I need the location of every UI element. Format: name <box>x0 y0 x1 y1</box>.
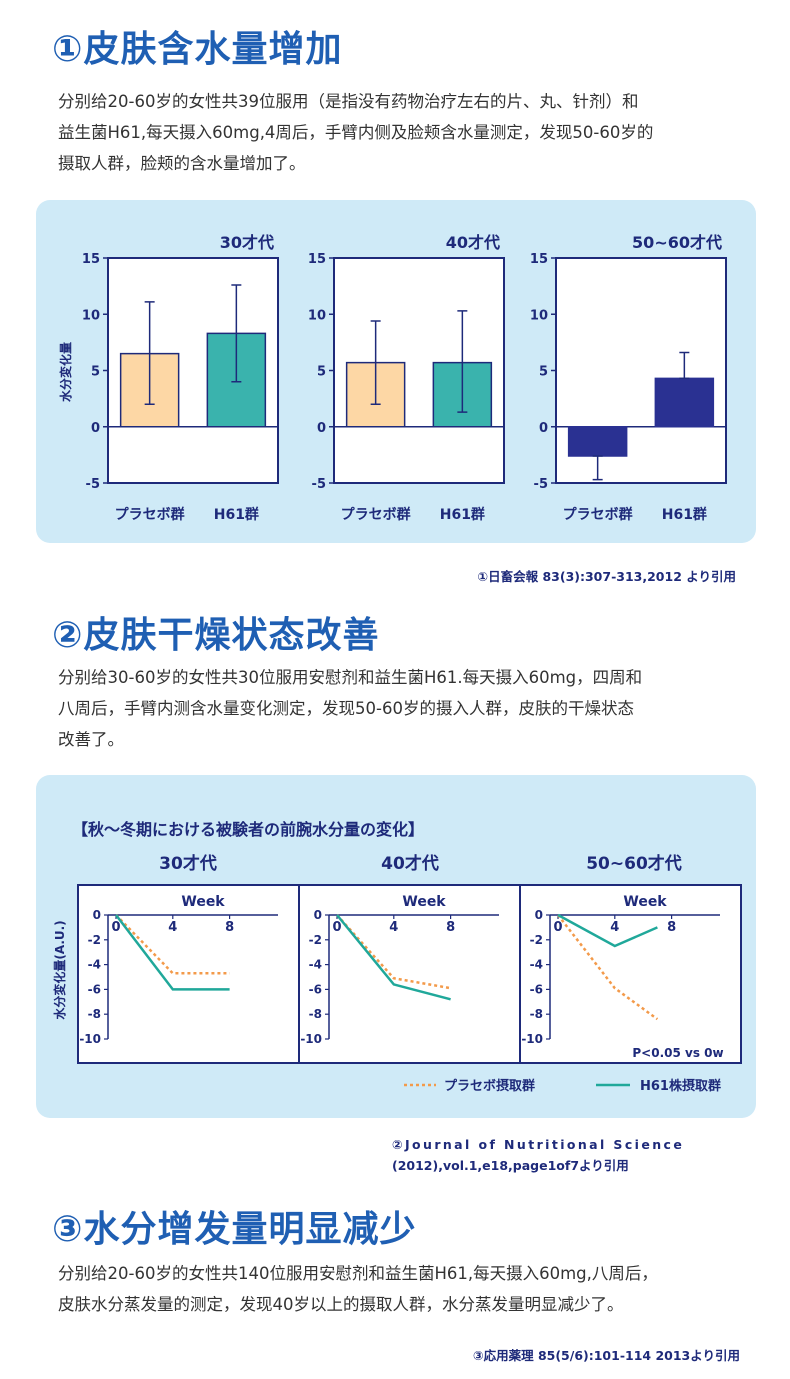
y-tick-label: 15 <box>308 252 326 267</box>
panel-title: 【秋～冬期における被験者の前腕水分量の変化】 <box>72 820 424 839</box>
legend-h61-label: H61株摂取群 <box>640 1078 721 1094</box>
category-label: H61群 <box>662 506 707 523</box>
y-tick-label: 10 <box>82 308 100 323</box>
line-chart-title: 30才代 <box>159 853 217 874</box>
line-chart-panel: 【秋～冬期における被験者の前腕水分量の変化】 30才代 Week 0 -2 -4 -6 -8 -… <box>36 775 756 1118</box>
y-tick-label: 5 <box>317 365 326 380</box>
y-tick-label: -8 <box>88 1007 101 1021</box>
y-tick-label: 0 <box>539 421 548 436</box>
section2-text: 分别给30-60岁的女性共30位服用安慰剂和益生菌H61.每天摄入60mg，四周… <box>58 662 748 755</box>
x-axis-label: Week <box>402 894 446 910</box>
bar-chart-title: 50~60才代 <box>632 233 722 252</box>
y-tick-label: -4 <box>88 958 101 972</box>
y-tick-label: -4 <box>309 958 322 972</box>
y-tick-label: 0 <box>317 421 326 436</box>
category-label: H61群 <box>440 506 485 523</box>
y-tick-label: -2 <box>309 933 322 947</box>
y-tick-label: 10 <box>530 308 548 323</box>
y-tick-label: -6 <box>88 982 101 996</box>
y-tick-label: -2 <box>530 933 543 947</box>
y-tick-label: -5 <box>312 477 326 492</box>
x-tick-label: 4 <box>610 920 619 935</box>
section3-line: 分别给20-60岁的女性共140位服用安慰剂和益生菌H61,每天摄入60mg,八… <box>58 1264 658 1283</box>
y-tick-label: 15 <box>530 252 548 267</box>
x-tick-label: 0 <box>553 920 562 935</box>
y-tick-label: 0 <box>535 908 543 922</box>
y-axis-label: 水分変化量 <box>58 342 73 402</box>
line-charts: 【秋～冬期における被験者の前腕水分量の変化】 30才代 Week 0 -2 -4 -6 -8 -… <box>52 820 742 1094</box>
x-axis-label: Week <box>623 894 667 910</box>
line-chart-title: 40才代 <box>381 853 439 874</box>
x-tick-label: 8 <box>225 920 234 935</box>
placebo-series-line <box>336 914 451 990</box>
y-tick-label: -10 <box>300 1032 322 1046</box>
line-chart-frame <box>519 884 742 1064</box>
bar-chart-title: 30才代 <box>220 233 274 252</box>
section1-title: ①皮肤含水量增加 <box>52 29 343 70</box>
x-tick-label: 0 <box>111 920 120 935</box>
x-tick-label: 4 <box>168 920 177 935</box>
h61-series-line <box>115 914 230 991</box>
y-tick-label: 10 <box>308 308 326 323</box>
section1-text: 分别给20-60岁的女性共39位服用（是指没有药物治疗左右的片、丸、针剂）和 益… <box>58 86 748 179</box>
y-tick-label: -4 <box>530 958 543 972</box>
section2-citation-line2: (2012),vol.1,e18,page1of7より引用 <box>392 1158 629 1173</box>
bar-charts: 30才代 15 10 5 0 -5 プラセボ群 H61群 40才代 15 10 5 0 -5 プラセボ群 H6… <box>58 233 727 523</box>
h61-series-line <box>557 913 658 948</box>
y-tick-label: -5 <box>86 477 100 492</box>
y-tick-label: 15 <box>82 252 100 267</box>
y-tick-label: 5 <box>539 365 548 380</box>
category-label: プラセボ群 <box>341 506 411 523</box>
y-tick-label: -10 <box>79 1032 101 1046</box>
section1-line: 益生菌H61,每天摄入60mg,4周后，手臂内侧及脸颊含水量测定，发现50-60… <box>58 123 654 142</box>
x-tick-label: 0 <box>332 920 341 935</box>
line-chart-frame <box>298 884 521 1064</box>
y-tick-label: 0 <box>314 908 322 922</box>
section2-line: 改善了。 <box>58 730 124 749</box>
x-axis-label: Week <box>181 894 225 910</box>
y-tick-label: 0 <box>93 908 101 922</box>
section2-title: ②皮肤干燥状态改善 <box>52 615 380 656</box>
y-tick-label: -8 <box>309 1007 322 1021</box>
x-tick-label: 8 <box>667 920 676 935</box>
y-tick-label: -6 <box>309 982 322 996</box>
y-tick-label: -10 <box>521 1032 543 1046</box>
y-axis-label: 水分変化量(A.U.) <box>52 920 67 1019</box>
y-tick-label: -8 <box>530 1007 543 1021</box>
bar <box>567 426 628 457</box>
section3-title: ③水分增发量明显减少 <box>52 1209 417 1250</box>
section1-line: 分别给20-60岁的女性共39位服用（是指没有药物治疗左右的片、丸、针剂）和 <box>58 92 639 111</box>
x-tick-label: 8 <box>446 920 455 935</box>
bar <box>654 377 715 428</box>
placebo-series-line <box>557 914 659 1021</box>
y-tick-label: -2 <box>88 933 101 947</box>
section2-citation-line1: ②Journal of Nutritional Science <box>392 1137 685 1152</box>
line-chart-title: 50~60才代 <box>586 853 682 874</box>
h61-series-line <box>336 914 451 1001</box>
bar-chart-panel: 30才代 15 10 5 0 -5 プラセボ群 H61群 40才代 15 10 5 0 -5 プラセボ群 H6… <box>36 200 756 543</box>
y-tick-label: 5 <box>91 365 100 380</box>
category-label: プラセボ群 <box>563 506 633 523</box>
section3-text: 分别给20-60岁的女性共140位服用安慰剂和益生菌H61,每天摄入60mg,八… <box>58 1258 748 1320</box>
section3-line: 皮肤水分蒸发量的测定，发现40岁以上的摄取人群，水分蒸发量明显减少了。 <box>58 1295 624 1314</box>
significance-annotation: P<0.05 vs 0w <box>632 1046 723 1060</box>
y-tick-label: -5 <box>534 477 548 492</box>
section3-citation: ③応用薬理 85(5/6):101-114 2013より引用 <box>473 1348 740 1363</box>
category-label: H61群 <box>214 506 259 523</box>
section1-citation: ①日畜会報 83(3):307-313,2012 より引用 <box>477 569 736 584</box>
y-tick-label: 0 <box>91 421 100 436</box>
x-tick-label: 4 <box>389 920 398 935</box>
section2-line: 分别给30-60岁的女性共30位服用安慰剂和益生菌H61.每天摄入60mg，四周… <box>58 668 643 687</box>
y-tick-label: -6 <box>530 982 543 996</box>
legend-placebo-label: プラセボ摂取群 <box>444 1078 535 1094</box>
section1-line: 摄取人群，脸颊的含水量增加了。 <box>58 154 306 173</box>
section2-line: 八周后，手臂内测含水量变化测定，发现50-60岁的摄入人群，皮肤的干燥状态 <box>58 699 634 718</box>
bar-chart-title: 40才代 <box>446 233 500 252</box>
category-label: プラセボ群 <box>115 506 185 523</box>
